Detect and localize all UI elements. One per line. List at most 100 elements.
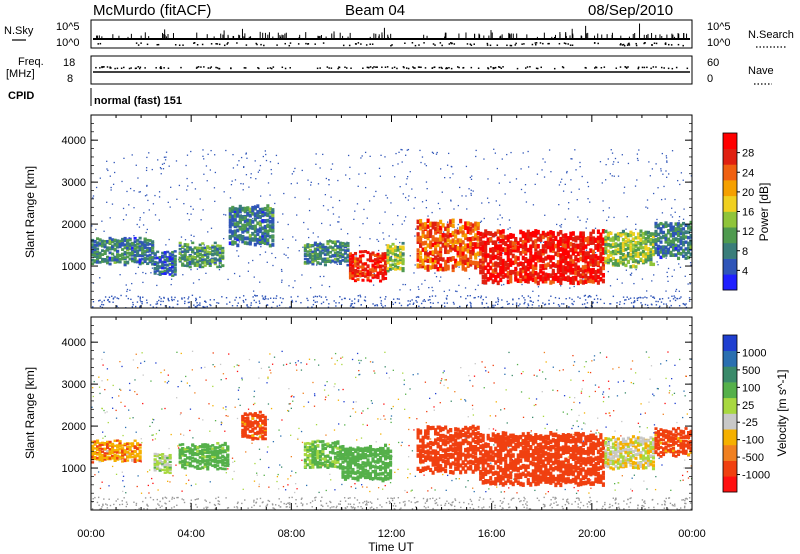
scatter-echo-point (663, 185, 665, 188)
ground-scatter-point (141, 303, 143, 305)
echo-cell (201, 261, 205, 265)
echo-cell (556, 265, 560, 270)
echo-cell (569, 267, 573, 272)
scatter-echo-point (239, 275, 241, 277)
ground-scatter-point (339, 296, 341, 298)
ground-scatter-point (481, 301, 483, 304)
nave-dot (403, 66, 405, 69)
scatter-echo-point (645, 206, 647, 208)
scatter-echo-point (301, 274, 303, 276)
echo-cell (108, 256, 112, 260)
nave-dot (196, 66, 198, 69)
scatter-echo-point (348, 178, 351, 180)
ground-scatter-point (489, 498, 492, 500)
scatter-echo-point (345, 174, 347, 176)
echo-cell (624, 235, 628, 240)
echo-cell (419, 255, 423, 260)
echo-cell (439, 239, 443, 245)
nave-dot (441, 67, 443, 70)
echo-cell (113, 238, 117, 242)
echo-cell (91, 250, 95, 254)
scatter-echo-point (656, 218, 658, 221)
scatter-echo-point (259, 254, 261, 256)
ground-scatter-point (665, 303, 668, 305)
scatter-echo-point (414, 235, 416, 237)
scatter-echo-point (169, 206, 171, 208)
ground-scatter-point (601, 507, 603, 510)
ground-scatter-point (402, 501, 405, 503)
ground-scatter-point (393, 502, 396, 505)
noise-search-dot (307, 43, 309, 45)
scatter-echo-point (609, 285, 612, 287)
echo-cell (496, 272, 500, 278)
scatter-echo-point (340, 228, 342, 230)
echo-cell (201, 260, 205, 264)
nave-dot (540, 66, 542, 69)
scatter-echo-point (369, 238, 371, 240)
echo-cell (569, 259, 573, 265)
echo-cell (141, 261, 145, 265)
ground-scatter-point (393, 508, 396, 510)
echo-cell (504, 273, 508, 278)
echo-cell (108, 236, 112, 240)
ground-scatter-point (278, 304, 281, 307)
scatter-echo-point (450, 200, 452, 202)
echo-cell (604, 257, 608, 261)
echo-cell (494, 261, 498, 266)
echo-cell (383, 260, 388, 264)
ground-scatter-point (410, 501, 413, 503)
ground-scatter-point (306, 297, 308, 300)
echo-cell (356, 270, 360, 274)
scatter-echo-point (302, 392, 304, 394)
echo-cell (158, 270, 162, 274)
ground-scatter-point (618, 508, 621, 510)
ground-scatter-point (628, 506, 630, 508)
nave-dot (561, 66, 564, 68)
echo-cell (649, 252, 653, 256)
echo-cell (196, 251, 200, 255)
echo-cell (203, 264, 207, 267)
nave-dot (595, 66, 597, 68)
echo-cell (156, 267, 160, 270)
echo-cell (373, 253, 378, 257)
nave-dot (366, 66, 369, 69)
echo-cell (394, 262, 398, 266)
ground-scatter-point (142, 500, 144, 503)
scatter-echo-point (500, 284, 503, 286)
ground-scatter-point (184, 300, 186, 303)
ground-scatter-point (271, 503, 274, 505)
echo-cell (386, 244, 390, 247)
ground-scatter-point (279, 506, 282, 508)
scatter-echo-point (392, 223, 394, 226)
echo-cell (689, 245, 692, 249)
echo-cell (163, 263, 167, 267)
echo-cell (103, 251, 107, 255)
echo-cell (303, 262, 307, 265)
echo-cell (93, 252, 97, 255)
ground-scatter-point (165, 497, 168, 499)
echo-cell (589, 248, 593, 253)
echo-cell (308, 260, 312, 264)
ground-scatter-point (158, 504, 160, 506)
echo-cell (564, 250, 568, 256)
ground-scatter-point (538, 499, 540, 502)
echo-cell (321, 249, 325, 252)
echo-cell (113, 255, 117, 259)
echo-cell (211, 258, 215, 262)
echo-cell (391, 247, 395, 251)
echo-cell (534, 276, 538, 282)
echo-cell (609, 250, 613, 255)
ground-scatter-point (123, 497, 125, 499)
echo-cell (619, 249, 623, 253)
echo-cell (534, 244, 538, 249)
echo-cell (689, 233, 692, 238)
echo-cell (243, 223, 247, 228)
echo-cell (669, 227, 673, 232)
echo-cell (251, 224, 255, 229)
ground-scatter-point (643, 500, 646, 502)
nave-dot (316, 67, 319, 70)
echo-cell (519, 271, 523, 277)
scatter-echo-point (458, 266, 460, 268)
scatter-echo-point (254, 204, 256, 207)
echo-cell (316, 244, 320, 247)
